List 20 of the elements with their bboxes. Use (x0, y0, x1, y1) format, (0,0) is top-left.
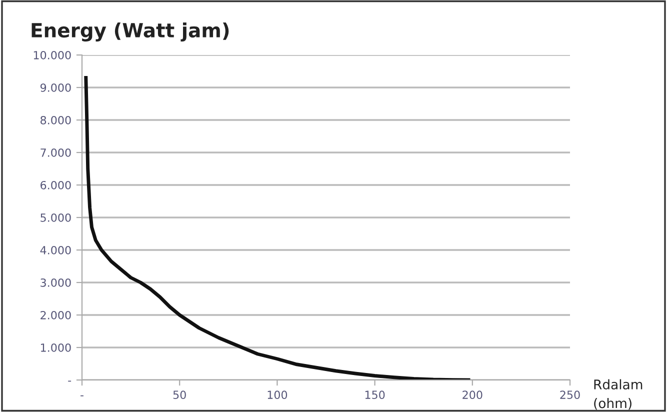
y-tick-label: 5.000 (40, 213, 71, 222)
y-tick-label: 7.000 (40, 148, 71, 157)
x-axis-title: Rdalam (ohm) (594, 379, 642, 410)
y-tick-label: 8.000 (40, 116, 71, 124)
y-tick-label: 9.000 (40, 83, 71, 92)
y-tick-label: 3.000 (40, 278, 71, 287)
y-tick-label: 10.000 (34, 50, 71, 60)
y-tick-label: 4.000 (40, 246, 71, 254)
line-series (84, 76, 470, 380)
y-tick-label: 2.000 (40, 310, 71, 320)
y-tick-label: - (68, 380, 72, 382)
x-tick-label: 100 (268, 390, 288, 400)
x-tick-label: 200 (462, 390, 482, 400)
x-tick-label: 250 (560, 390, 580, 400)
y-axis-title: Energy (Watt jam) (32, 22, 229, 42)
x-tick-label: 150 (365, 390, 385, 400)
y-tick-label: 1.000 (40, 343, 71, 352)
y-tick-label: 6.000 (40, 180, 71, 190)
x-tick-label: - (80, 395, 84, 396)
x-tick-label: 50 (173, 390, 186, 400)
